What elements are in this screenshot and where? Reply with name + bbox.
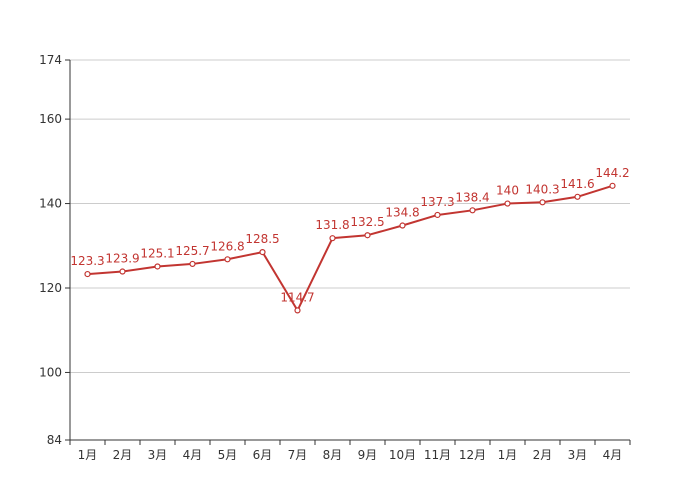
data-label: 114.7 <box>280 290 314 304</box>
series-line <box>87 184 613 312</box>
x-tick-label: 3月 <box>148 448 168 462</box>
data-point[interactable] <box>189 260 196 268</box>
data-point[interactable] <box>504 200 511 207</box>
data-label: 123.3 <box>70 254 104 268</box>
x-tick-label: 2月 <box>533 448 553 462</box>
x-tick-label: 1月 <box>78 448 98 462</box>
x-tick-label: 4月 <box>603 448 623 462</box>
x-tick-label: 8月 <box>323 448 343 462</box>
data-label: 126.8 <box>210 239 244 253</box>
y-tick-label: 120 <box>39 281 62 295</box>
y-tick-label: 160 <box>39 112 62 126</box>
x-tick-label: 2月 <box>113 448 133 462</box>
data-label: 132.5 <box>350 215 384 229</box>
data-point[interactable] <box>259 249 266 256</box>
x-tick-label: 5月 <box>218 448 238 462</box>
data-point[interactable] <box>294 307 301 314</box>
series-polyline <box>87 184 613 312</box>
x-tick-label: 1月 <box>498 448 518 462</box>
x-tick-label: 3月 <box>568 448 588 462</box>
x-axis-ticks: 1月 2月 3月 4月 5月 6月 7月 8月 9月 10月 11月 12月 1月 2月 3月 4月 <box>69 440 631 462</box>
data-point[interactable] <box>539 199 546 206</box>
data-label: 123.9 <box>105 252 139 266</box>
x-tick-label: 7月 <box>288 448 308 462</box>
data-point[interactable] <box>434 211 441 219</box>
data-point[interactable] <box>329 235 336 242</box>
data-label: 137.3 <box>420 195 454 209</box>
grid-lines <box>70 59 630 373</box>
data-label: 141.6 <box>560 177 594 191</box>
data-points <box>84 182 616 314</box>
data-point[interactable] <box>574 193 581 200</box>
y-tick-label: 84 <box>47 433 62 447</box>
data-label: 144.2 <box>595 166 629 180</box>
y-tick-label: 100 <box>39 365 62 379</box>
data-label: 134.8 <box>385 206 419 220</box>
data-point[interactable] <box>364 232 371 239</box>
data-label: 125.7 <box>175 244 209 258</box>
data-point[interactable] <box>119 268 126 275</box>
data-point[interactable] <box>224 256 231 263</box>
x-tick-label: 6月 <box>253 448 273 462</box>
data-label: 128.5 <box>245 232 279 246</box>
data-label: 140 <box>496 184 519 198</box>
y-tick-label: 140 <box>39 197 62 211</box>
data-point[interactable] <box>84 270 91 278</box>
data-point[interactable] <box>609 182 616 189</box>
y-tick-label: 174 <box>39 53 62 67</box>
x-tick-label: 10月 <box>389 448 416 462</box>
data-point[interactable] <box>399 222 406 229</box>
x-tick-label: 9月 <box>358 448 378 462</box>
data-point[interactable] <box>469 207 476 214</box>
data-label: 140.3 <box>525 182 559 196</box>
x-tick-label: 4月 <box>183 448 203 462</box>
x-tick-label: 12月 <box>459 448 486 462</box>
x-tick-label: 11月 <box>424 448 451 462</box>
data-label: 131.8 <box>315 218 349 232</box>
y-axis-ticks: 84 100 120 140 160 174 <box>39 53 70 447</box>
data-point[interactable] <box>154 263 161 270</box>
data-label: 125.1 <box>140 246 174 260</box>
data-label: 138.4 <box>455 190 489 204</box>
